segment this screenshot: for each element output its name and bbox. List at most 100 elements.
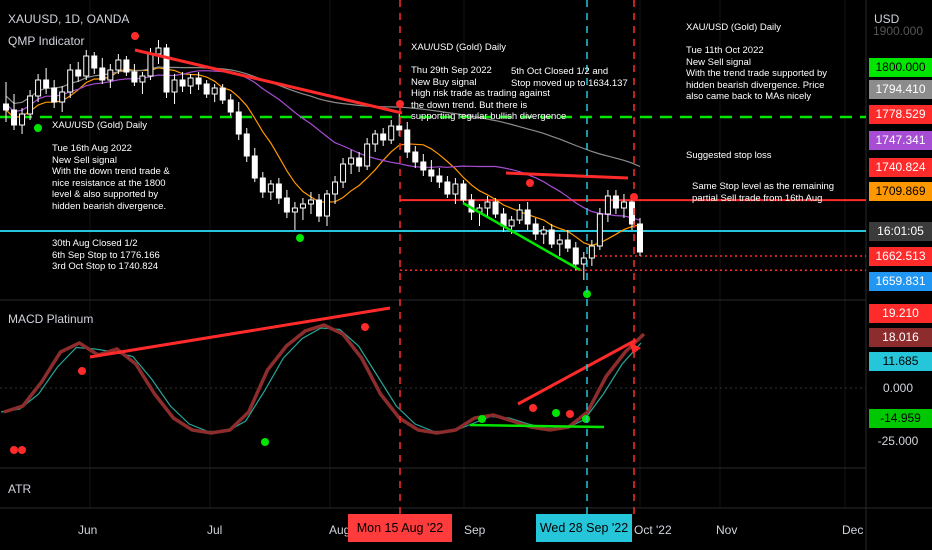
candle [100,58,105,84]
candle [597,208,602,250]
candle-body [172,80,177,92]
macd-title: MACD Platinum [8,312,93,326]
candle-body [325,194,330,216]
macd-signal-dot [18,446,26,454]
countdown-label: 16:01:05 [869,222,932,241]
candle [341,158,346,188]
candle-body [260,178,265,192]
candle-body [36,80,41,96]
candle-body [389,126,394,140]
candle-body [28,96,33,114]
candle-body [124,60,129,72]
macd-signal-dot [478,415,486,423]
candle-body [373,134,378,144]
candle [541,226,546,244]
candle-body [405,130,410,152]
candle [525,202,530,230]
x-tick-jul: Jul [207,523,222,537]
annotation-oct5: 5th Oct Closed 1/2 and Stop moved up to … [511,66,628,89]
macd-signal-line [1,328,641,432]
candle [389,120,394,144]
candle [92,52,97,74]
candle [349,150,354,174]
candle [52,80,57,108]
candle [333,176,338,204]
candle-body [613,196,618,208]
macd-neg25-tick: -25.000 [868,434,928,448]
candle-body [597,214,602,246]
macd-support-line [470,425,604,427]
macd-bearish-divergence-line [90,308,390,357]
candle-body [365,144,370,166]
candle-body [236,112,241,134]
candle [12,94,17,130]
candle-body [413,152,418,162]
candle-body [533,224,538,234]
price-label-1709: 1709.869 [869,182,932,201]
candle [613,190,618,214]
candle-body [437,176,442,182]
candle [108,64,113,88]
macd-signal-dot [566,410,574,418]
macd-label-neg14: -14.959 [869,409,932,428]
candle-body [525,210,530,224]
candle-body [284,198,289,212]
macd-bullish-divergence-line [518,340,636,404]
annotation-closed: 30th Aug Closed 1/2 6th Sep Stop to 1776… [52,238,160,273]
candle-body [164,48,169,92]
candle [325,190,330,226]
candle-body [92,56,97,68]
candle [292,202,297,230]
candle-body [60,92,65,102]
candle [204,80,209,98]
axis-top-tick: 1900.000 [868,24,928,38]
candle-body [381,134,386,140]
candle-body [212,88,217,94]
candle [461,180,466,204]
macd-signal-dot [552,409,560,417]
candle [357,152,362,172]
candle [284,190,289,218]
annotation-oct11: XAU/USD (Gold) Daily Tue 11th Oct 2022 N… [686,22,827,103]
price-label-1794: 1794.410 [869,80,932,99]
annotation-samestop: Same Stop level as the remaining partial… [692,181,834,204]
candle-body [485,202,490,208]
candle [365,138,370,170]
candle [405,122,410,158]
candle-body [605,196,610,214]
candle-body [44,80,49,88]
candle [212,84,217,102]
indicator-title: QMP Indicator [8,34,84,48]
candle-body [549,230,554,244]
candle-body [621,202,626,208]
candle-body [541,230,546,234]
x-highlight-aug15: Mon 15 Aug '22 [348,514,452,542]
candle [228,94,233,116]
candle [84,50,89,80]
price-label-1659: 1659.831 [869,272,932,291]
candle-body [228,100,233,112]
candle [20,108,25,134]
candle-body [509,220,514,226]
x-tick-dec: Dec [842,523,863,537]
macd-signal-dot [529,404,537,412]
candle [44,68,49,94]
candle-body [357,158,362,166]
candle [373,130,378,152]
candle-body [188,78,193,86]
candle-body [349,158,354,164]
candle [589,240,594,266]
price-label-1740: 1740.824 [869,158,932,177]
candle-body [308,200,313,204]
candle-body [220,88,225,100]
annotation-aug16: XAU/USD (Gold) Daily Tue 16th Aug 2022 N… [52,120,170,212]
macd-pane [0,308,866,454]
candle [76,62,81,82]
candle [445,176,450,198]
signal-dot [296,234,304,242]
candle-body [429,170,434,176]
candle-body [589,246,594,258]
candle-body [421,162,426,170]
candle [188,74,193,94]
candle [638,218,643,256]
